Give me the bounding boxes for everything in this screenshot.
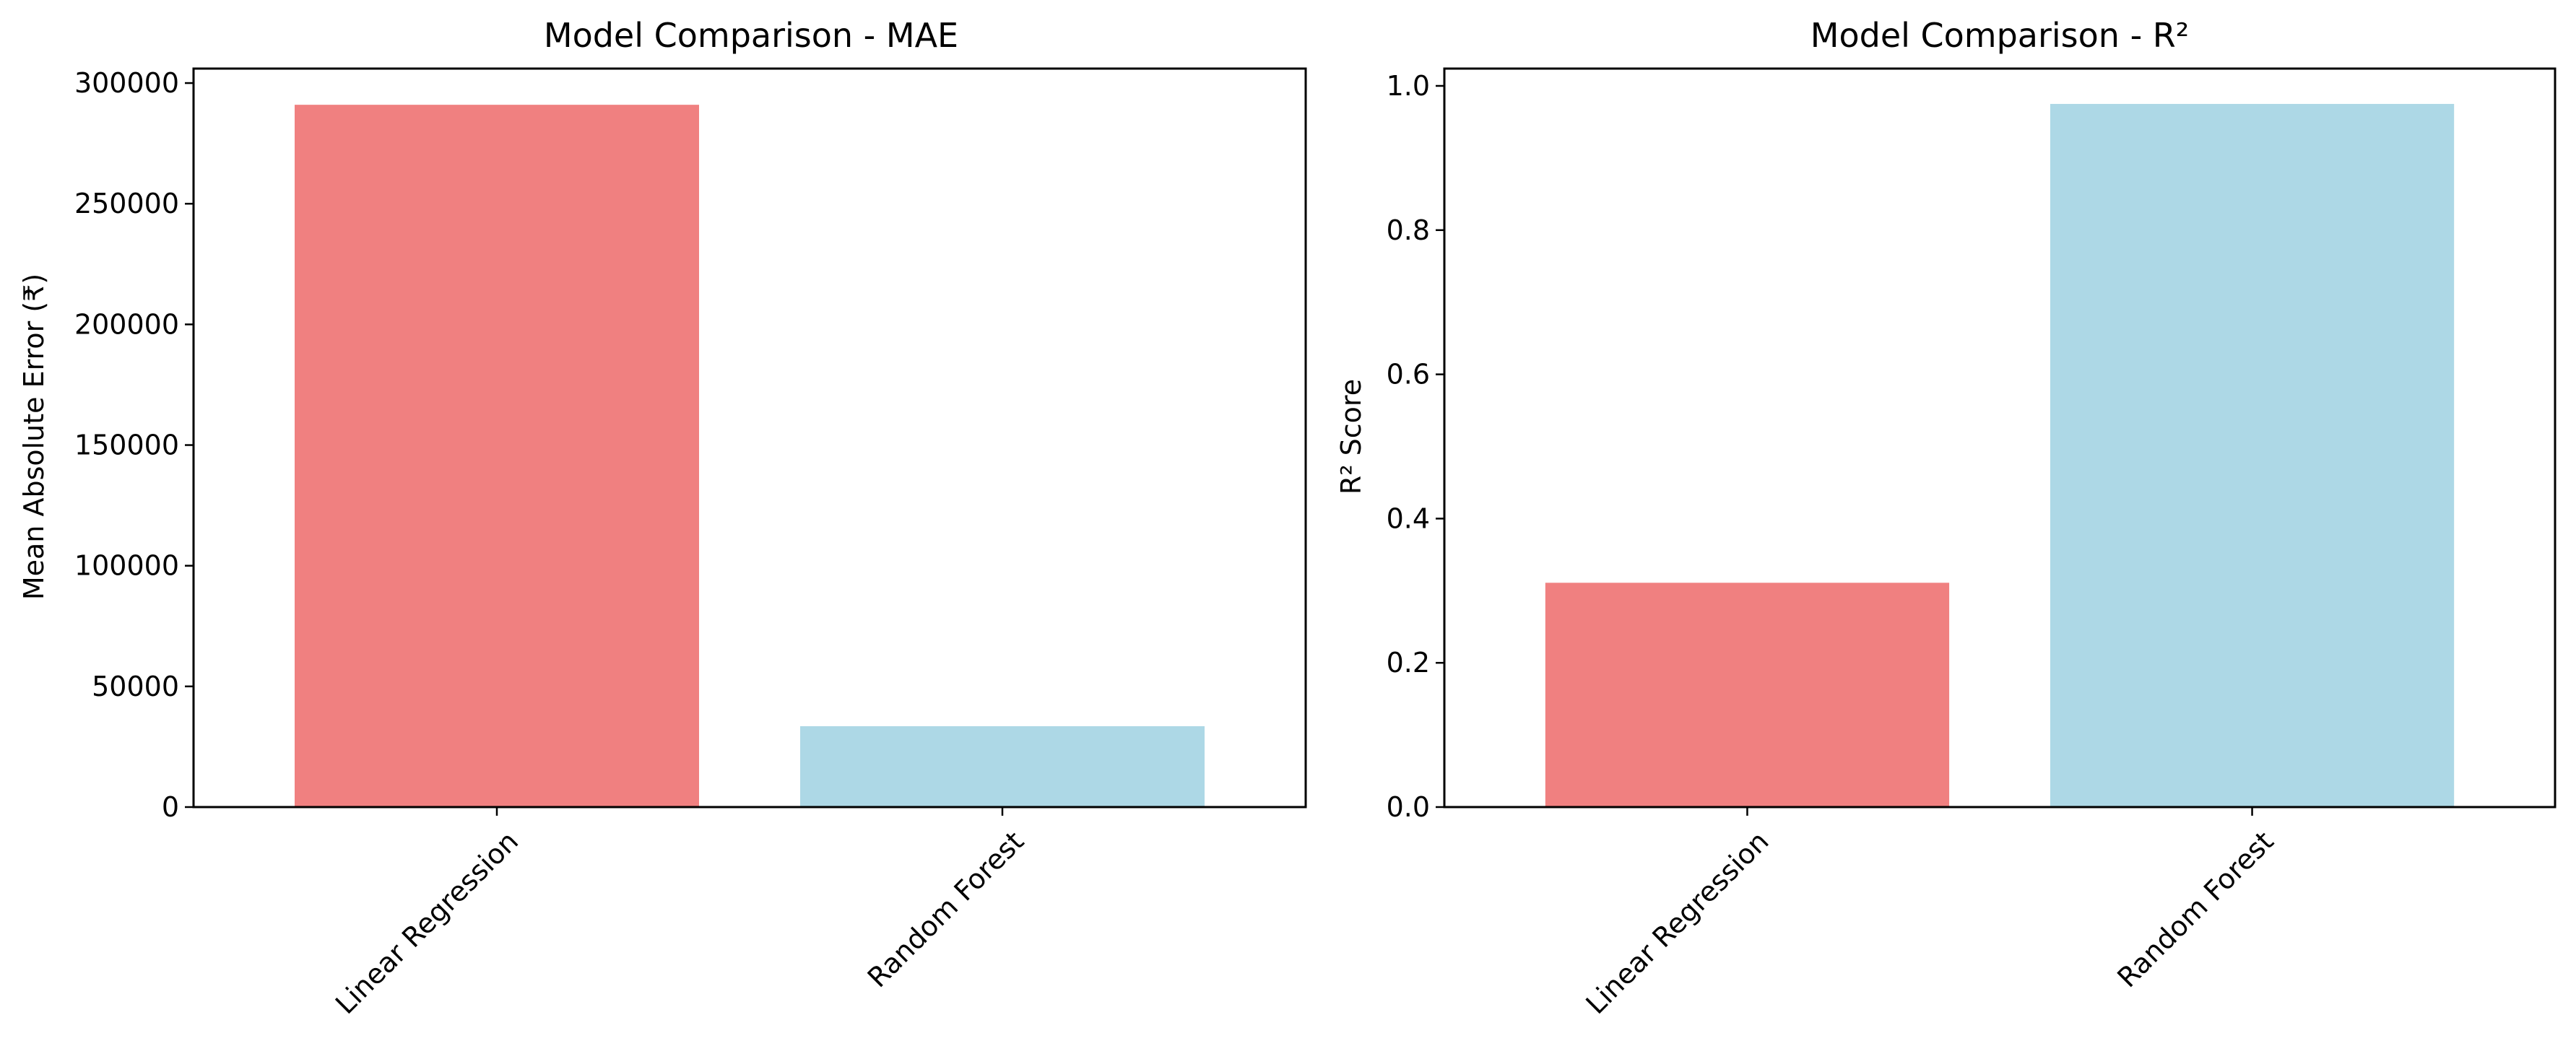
mae-y-tick-label: 200000 [74,308,179,340]
mae-bar-linear-regression [295,105,699,807]
r2-plot-frame [1443,67,2557,809]
r2-chart-title: Model Comparison - R² [1810,16,2189,55]
r2-bar-random-forest [2050,103,2455,807]
r2-y-tick-label: 0.0 [1387,791,1430,823]
mae-y-tick-label: 250000 [74,188,179,219]
r2-bar-linear-regression [1545,583,1950,807]
mae-bars [295,105,1205,807]
r2-y-tick-label: 1.0 [1387,70,1430,102]
mae-plot-frame [192,67,1307,809]
r2-y-tick-label: 0.2 [1387,647,1430,679]
mae-bar-random-forest [800,726,1205,807]
mae-y-tick-label: 0 [162,791,179,823]
r2-y-ticks: 0.0 0.2 0.4 0.6 0.8 1.0 [1387,70,1444,823]
mae-y-tick-label: 50000 [92,671,179,702]
r2-bars [1545,103,2455,807]
r2-chart-panel: Model Comparison - R² R² Score 0.0 0.2 0.4… [1335,16,2557,1020]
mae-chart-title: Model Comparison - MAE [544,16,958,55]
mae-y-axis-label: Mean Absolute Error (₹) [18,274,50,600]
r2-y-tick-label: 0.4 [1387,502,1430,534]
r2-y-tick-label: 0.6 [1387,359,1430,391]
mae-y-tick-label: 300000 [74,67,179,99]
mae-y-tick-label: 150000 [74,430,179,461]
r2-y-axis-label: R² Score [1335,379,1367,494]
r2-y-tick-label: 0.8 [1387,214,1430,246]
mae-y-tick-label: 100000 [74,550,179,582]
mae-y-ticks: 0 50000 100000 150000 200000 250000 300000 [74,67,194,823]
